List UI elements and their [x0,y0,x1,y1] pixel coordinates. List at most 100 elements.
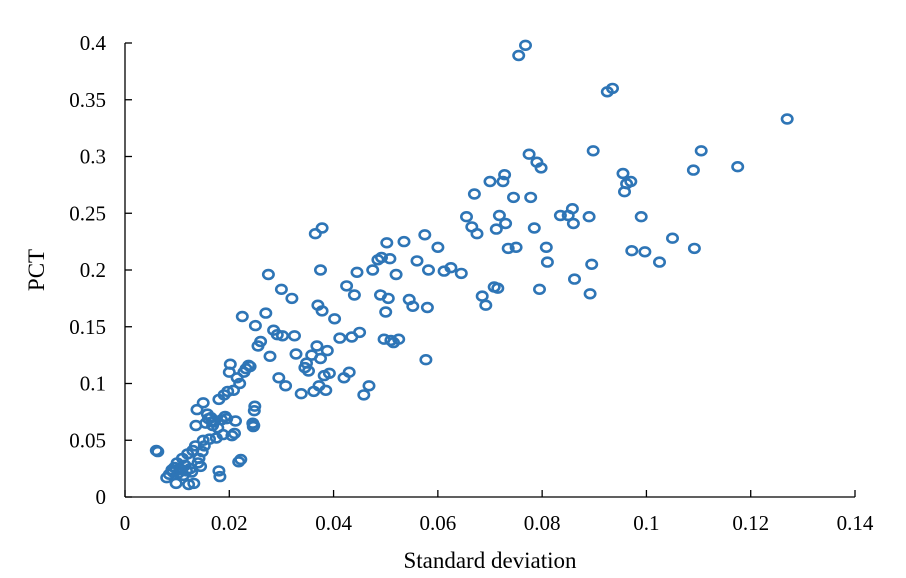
x-tick-label: 0.04 [315,511,352,535]
data-point [212,465,226,477]
data-point [285,292,299,305]
data-point [499,217,513,230]
y-tick-label: 0.3 [80,145,106,169]
x-tick-label: 0.12 [732,511,769,535]
data-point [151,445,165,458]
data-point [379,306,393,318]
data-point [248,400,262,412]
data-point [406,300,420,312]
data-point [259,307,273,319]
data-point [263,350,277,362]
data-point [483,175,497,188]
data-point [196,434,210,446]
data-point [261,268,275,281]
x-tick-label: 0.06 [419,511,456,535]
x-axis-label: Standard deviation [403,548,577,573]
data-point [470,228,484,240]
data-point [454,267,468,280]
data-point [287,330,301,342]
data-point [203,433,217,445]
data-point [350,266,364,278]
data-point [384,334,398,347]
x-tick-label: 0.1 [633,511,659,535]
data-point [187,477,201,490]
data-point [392,333,406,345]
data-point [169,477,183,490]
data-point [418,229,432,241]
data-point [410,255,424,267]
data-point [694,145,708,157]
y-tick-label: 0.15 [69,315,106,339]
data-point [566,217,580,230]
data-point [506,191,520,204]
data-point [319,384,333,396]
x-tick-label: 0.08 [524,511,561,535]
data-point [234,453,248,466]
data-point [605,82,619,95]
data-point [634,211,648,223]
data-point [492,209,506,222]
data-point [289,348,303,360]
data-point [342,366,356,378]
data-point [532,283,546,295]
data-point [489,223,503,235]
data-point [687,242,701,255]
data-point [196,397,210,409]
data-point [243,360,257,373]
data-point [313,264,327,276]
data-point [308,228,322,240]
data-point [347,289,361,301]
data-point [247,405,261,417]
y-tick-label: 0.35 [69,88,106,112]
data-point [419,354,433,366]
data-point [190,403,204,416]
data-point [501,242,515,255]
data-point [272,372,286,384]
data-point [444,262,458,274]
data-point [353,326,367,339]
data-point [228,427,242,440]
data-point [294,388,308,400]
data-point [362,380,376,392]
data-point [188,440,202,452]
data-point [496,175,510,188]
data-point [585,258,599,270]
data-point [616,167,630,180]
y-axis-label: PCT [24,249,49,291]
data-point [780,113,794,125]
data-point [421,264,435,276]
y-tick-label: 0.05 [69,428,106,452]
x-tick-label: 0 [120,511,131,535]
data-point [553,209,567,222]
data-point [227,384,241,396]
data-point [582,211,596,223]
data-point [195,445,209,458]
data-point [479,299,493,311]
data-point [254,335,268,348]
data-point [624,175,638,188]
data-point [248,319,262,332]
data-point [340,280,354,292]
data-point [565,203,579,215]
data-point [357,389,371,401]
data-point [221,385,235,398]
data-point [275,330,289,342]
data-point [223,358,237,370]
x-tick-label: 0.02 [211,511,248,535]
data-point [185,466,199,478]
data-point [625,245,639,257]
data-point [315,222,329,234]
data-point [389,268,403,281]
data-point [522,148,536,160]
data-point [315,305,329,317]
data-point [366,264,380,276]
data-point [320,344,334,357]
data-point [274,283,288,295]
data-point [431,241,445,254]
data-point [328,313,342,325]
y-tick-label: 0.1 [80,372,106,396]
data-point [225,430,239,442]
data-point [229,415,243,427]
data-point [665,232,679,244]
